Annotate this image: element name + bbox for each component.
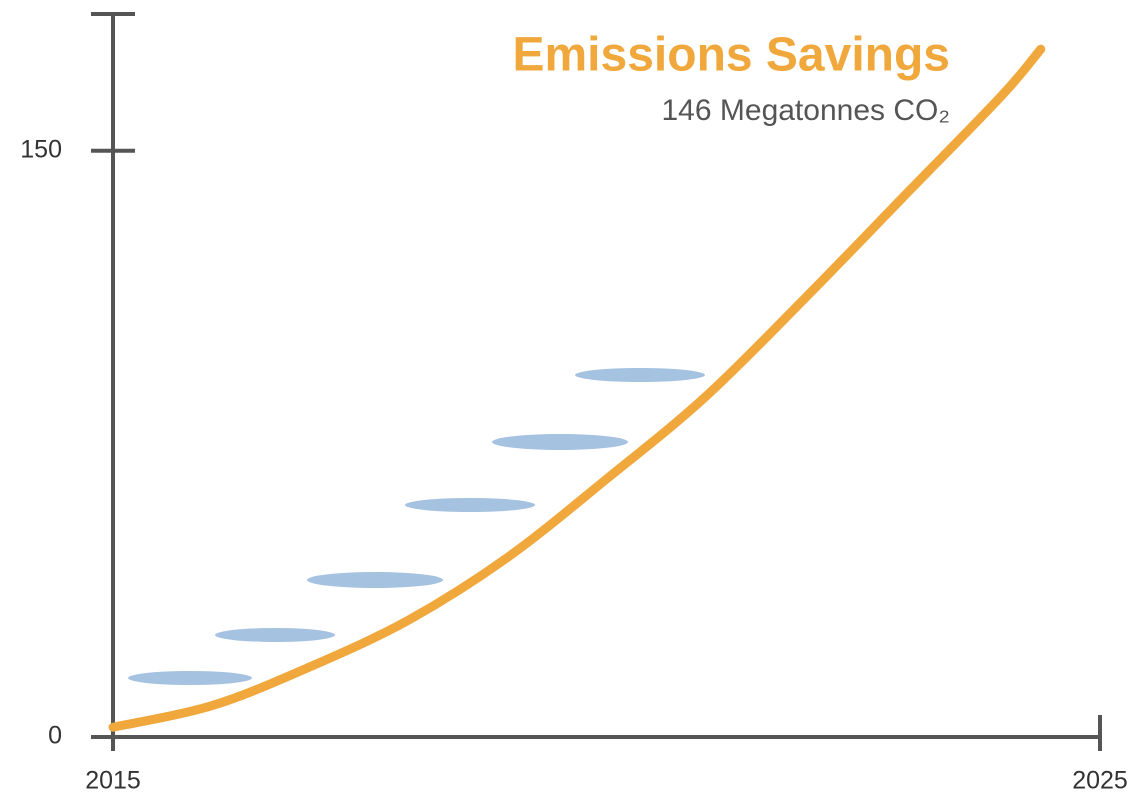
aircraft <box>128 671 252 685</box>
chart-subtitle: 146 Megatonnes CO₂ <box>662 94 951 127</box>
x-tick-label: 2025 <box>1072 767 1128 795</box>
aircraft <box>492 434 628 450</box>
aircraft <box>307 572 443 588</box>
aircraft <box>575 368 705 382</box>
emissions-line <box>108 44 1046 732</box>
aircraft-illustrations <box>128 368 705 685</box>
y-tick-label: 0 <box>48 722 62 750</box>
x-tick-label: 2015 <box>85 767 141 795</box>
chart-title: Emissions Savings <box>512 29 950 82</box>
aircraft <box>405 498 535 512</box>
aircraft <box>215 628 335 642</box>
y-tick-label: 150 <box>20 135 62 163</box>
